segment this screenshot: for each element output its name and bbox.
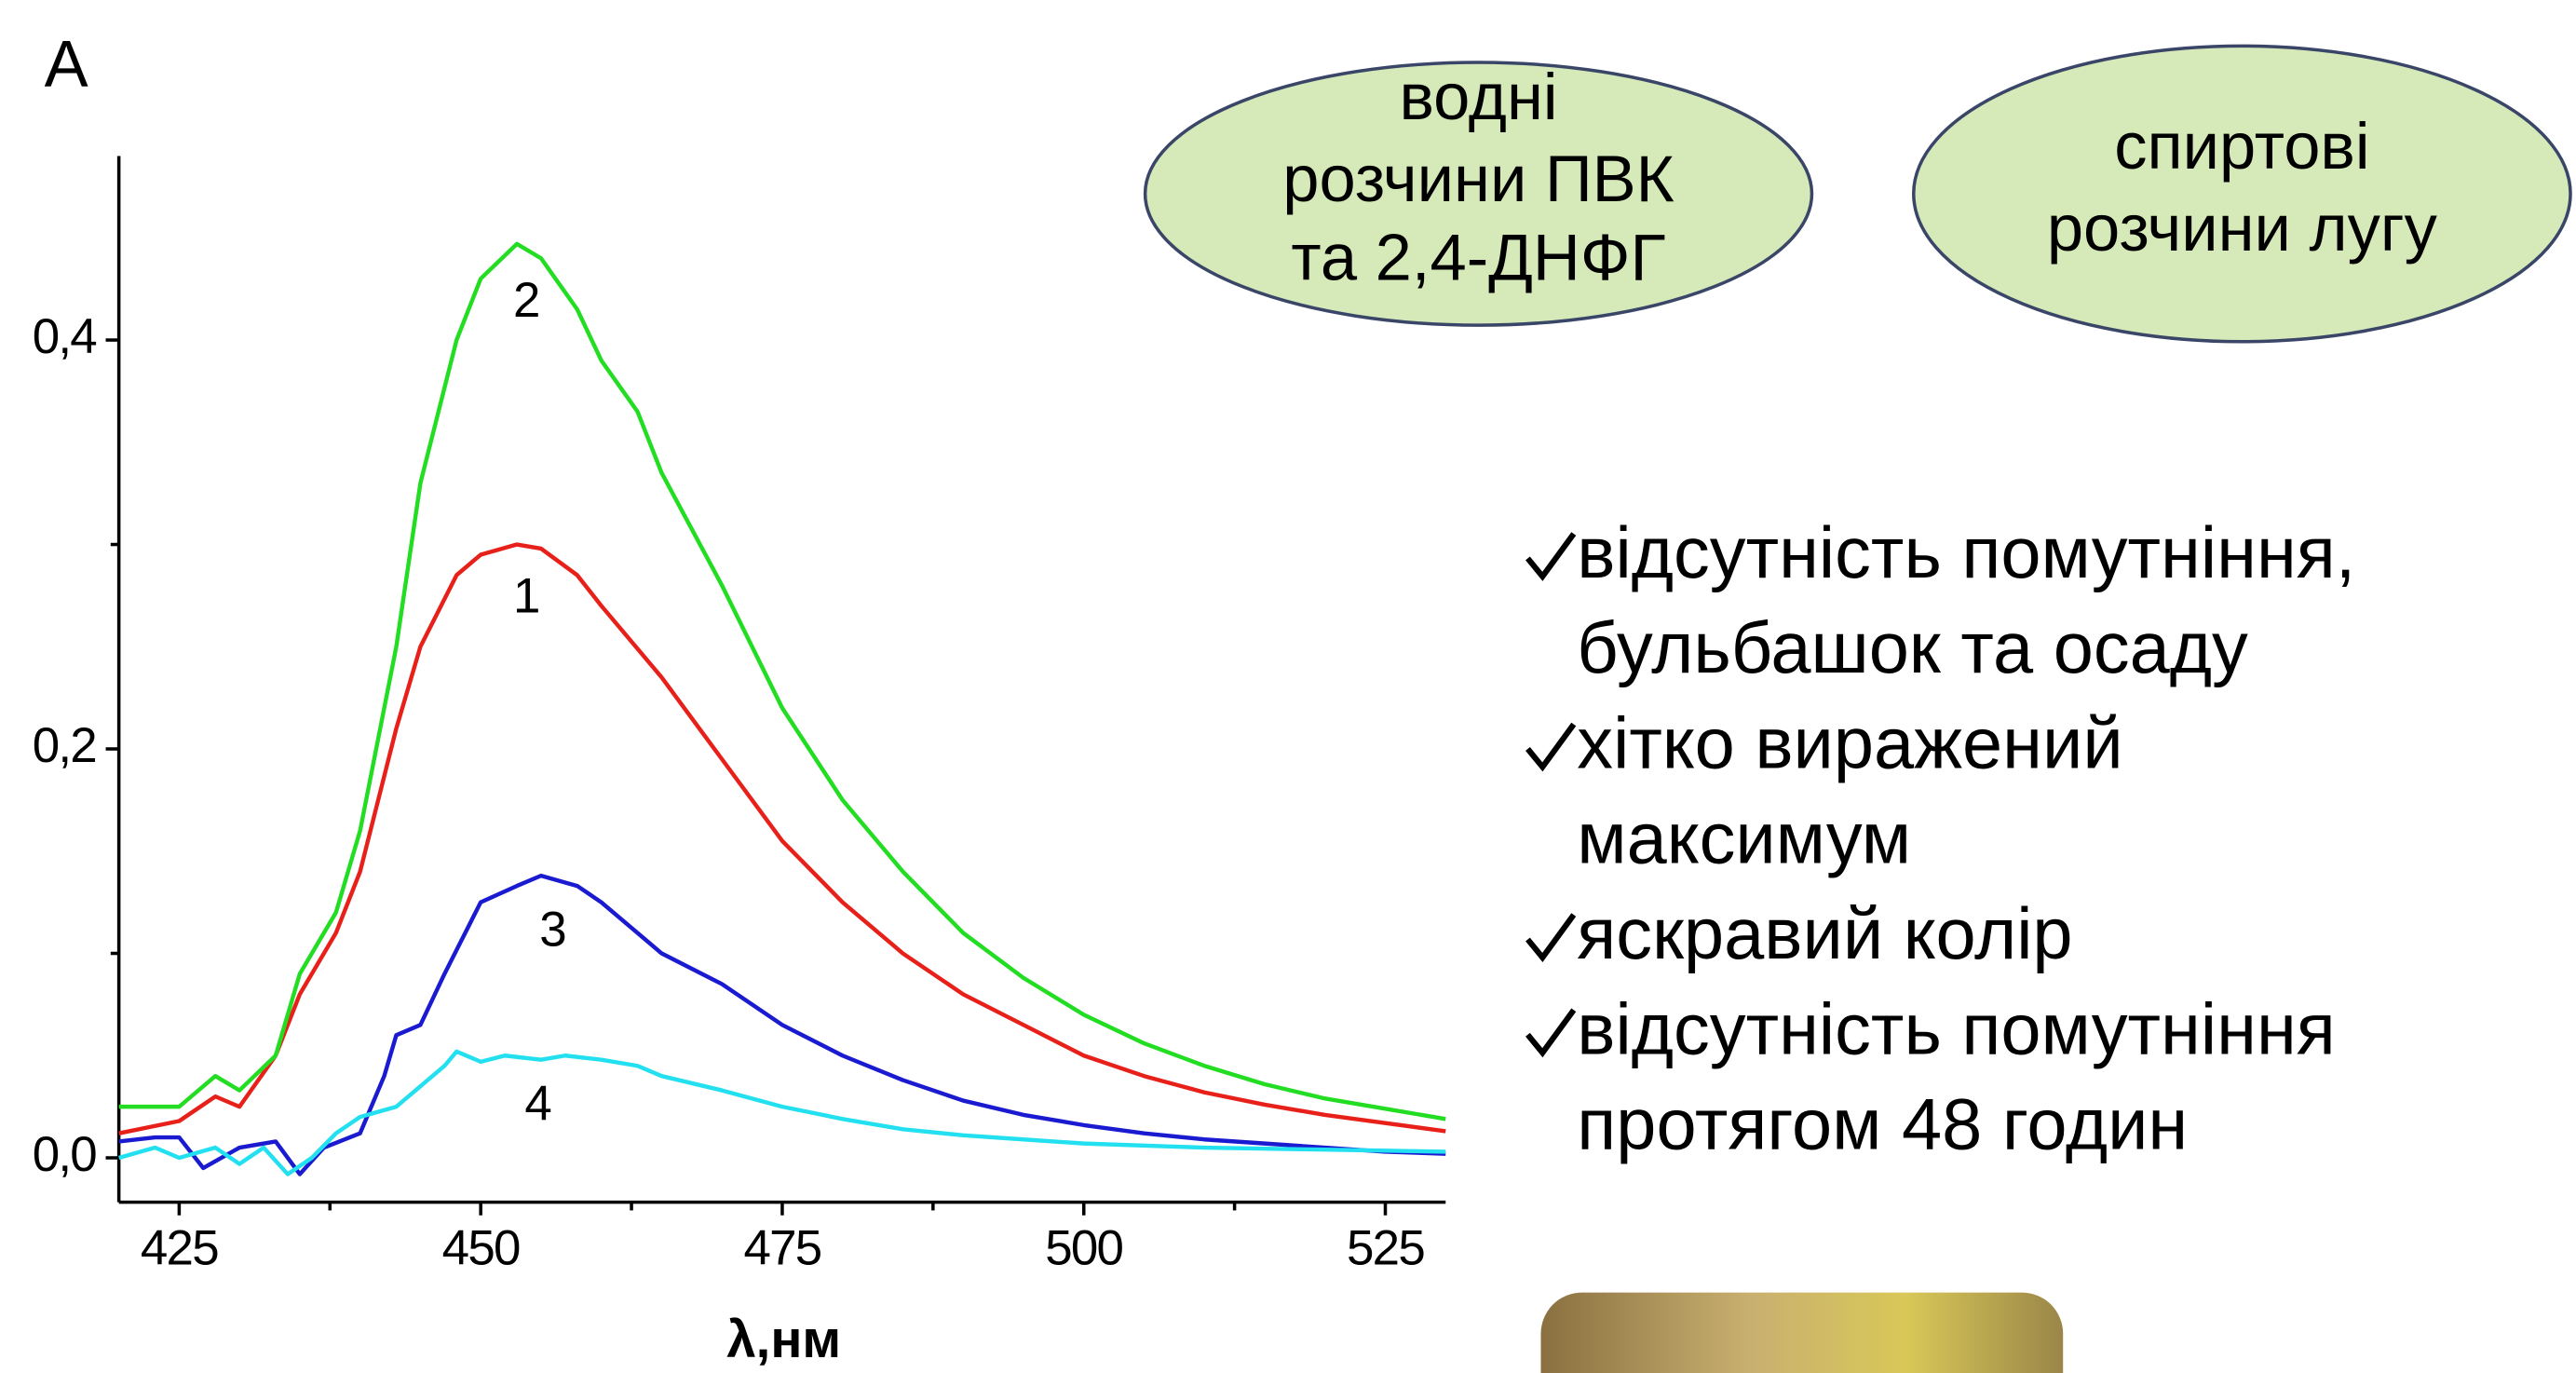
curve-label: 3 <box>539 902 565 957</box>
x-tick-label: 450 <box>442 1220 520 1275</box>
series-line <box>119 876 1446 1174</box>
oval-text: спиртові <box>2114 109 2369 183</box>
list-text: яскравий колір <box>1577 894 2072 974</box>
oval-text: водні <box>1399 60 1557 133</box>
x-tick-label: 500 <box>1045 1220 1122 1275</box>
x-tick-label: 475 <box>743 1220 820 1275</box>
curve-label: 2 <box>513 273 539 328</box>
check-icon <box>1527 1010 1573 1053</box>
list-text: максимум <box>1577 799 1911 879</box>
curve-label: 4 <box>524 1076 550 1131</box>
list-text: відсутність помутніння, <box>1577 513 2355 593</box>
y-tick-label: 0,4 <box>33 309 97 364</box>
x-axis-label: λ,нм <box>726 1310 841 1368</box>
check-icon <box>1527 915 1573 958</box>
list-text: бульбашок та осаду <box>1577 608 2248 688</box>
series-line <box>119 545 1446 1134</box>
slide: A λ,нм водні розчини ПВКта 2,4-ДНФГ спирто… <box>0 0 2576 1373</box>
list-text: хітко виражений <box>1577 703 2122 783</box>
page: A λ,нм водні розчини ПВКта 2,4-ДНФГ спирто… <box>0 0 2576 1373</box>
photo <box>1541 1293 2064 1373</box>
check-icon <box>1527 725 1573 768</box>
x-tick-label: 425 <box>141 1220 218 1275</box>
list-text: протягом 48 годин <box>1577 1085 2188 1165</box>
y-tick-label: 0,2 <box>33 718 96 773</box>
oval-text: та 2,4-ДНФГ <box>1291 221 1665 294</box>
oval-text: розчини ПВК <box>1282 142 1674 215</box>
y-axis-label: A <box>45 27 88 101</box>
curve-label: 1 <box>513 569 539 624</box>
x-tick-label: 525 <box>1347 1220 1424 1275</box>
oval-text: розчини лугу <box>2047 191 2438 265</box>
series-line <box>119 244 1446 1119</box>
list-text: відсутність помутніння <box>1577 989 2335 1069</box>
y-tick-label: 0,0 <box>33 1127 97 1182</box>
check-icon <box>1527 534 1573 577</box>
